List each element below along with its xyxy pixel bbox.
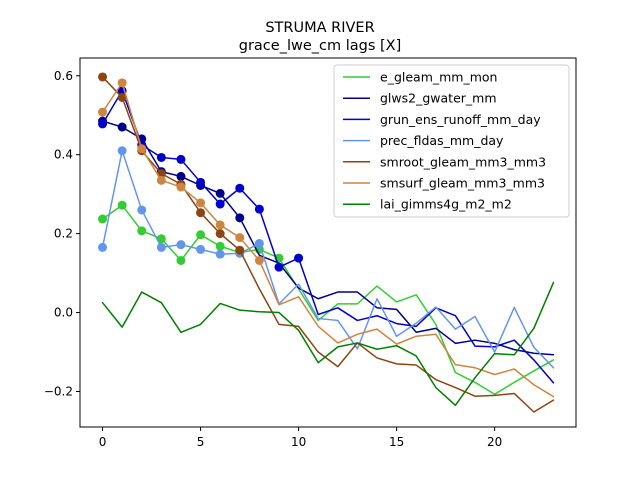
- legend-label-grun_ens_runoff_mm_day: grun_ens_runoff_mm_day: [380, 112, 541, 127]
- data-point-smroot_gleam_mm3_mm3: [215, 229, 225, 239]
- plot-frame: [79, 57, 577, 428]
- data-point-grun_ens_runoff_mm_day: [156, 152, 166, 162]
- data-point-prec_fldas_mm_day: [117, 146, 127, 156]
- legend-label-smsurf_gleam_mm3_mm3: smsurf_gleam_mm3_mm3: [380, 176, 545, 191]
- data-point-grun_ens_runoff_mm_day: [215, 199, 225, 209]
- data-point-prec_fldas_mm_day: [137, 205, 147, 215]
- data-point-prec_fldas_mm_day: [215, 249, 225, 259]
- y-tick-label: −0.2: [44, 384, 73, 398]
- x-tick-label: 0: [99, 435, 107, 449]
- data-point-smsurf_gleam_mm3_mm3: [176, 182, 186, 192]
- data-point-e_gleam_mm_mon: [215, 241, 225, 251]
- legend-label-e_gleam_mm_mon: e_gleam_mm_mon: [380, 70, 497, 85]
- data-point-glws2_gwater_mm: [176, 171, 186, 181]
- y-tick-label: 0.2: [54, 227, 73, 241]
- data-point-prec_fldas_mm_day: [156, 242, 166, 252]
- chart-subtitle: grace_lwe_cm lags [X]: [239, 38, 402, 54]
- data-point-glws2_gwater_mm: [235, 213, 245, 223]
- data-point-e_gleam_mm_mon: [137, 226, 147, 236]
- legend-label-smroot_gleam_mm3_mm3: smroot_gleam_mm3_mm3: [380, 154, 546, 169]
- x-tick-label: 20: [487, 435, 502, 449]
- data-point-e_gleam_mm_mon: [117, 200, 127, 210]
- data-point-prec_fldas_mm_day: [196, 244, 206, 254]
- axes: 0 5 10 15 20 −0.2 0.0 0.2 0.4 0.6: [44, 69, 502, 449]
- y-tick-label: 0.6: [54, 69, 73, 83]
- data-point-smsurf_gleam_mm3_mm3: [235, 233, 245, 243]
- data-point-glws2_gwater_mm: [215, 188, 225, 198]
- data-point-smroot_gleam_mm3_mm3: [98, 72, 108, 82]
- series-line-lai_gimms4g_m2_m2: [101, 281, 555, 407]
- data-point-prec_fldas_mm_day: [98, 242, 108, 252]
- data-point-grun_ens_runoff_mm_day: [274, 262, 284, 272]
- data-point-grun_ens_runoff_mm_day: [98, 119, 108, 129]
- data-point-e_gleam_mm_mon: [176, 255, 186, 265]
- data-point-smsurf_gleam_mm3_mm3: [98, 107, 108, 117]
- data-point-smsurf_gleam_mm3_mm3: [196, 198, 206, 208]
- legend-label-prec_fldas_mm_day: prec_fldas_mm_day: [380, 133, 504, 148]
- data-point-smroot_gleam_mm3_mm3: [196, 208, 206, 218]
- legend-label-lai_gimms4g_m2_m2: lai_gimms4g_m2_m2: [380, 197, 512, 212]
- data-point-grun_ens_runoff_mm_day: [176, 154, 186, 164]
- x-tick-label: 15: [389, 435, 404, 449]
- legend: e_gleam_mm_mon glws2_gwater_mm grun_ens_ru…: [333, 64, 570, 218]
- data-point-e_gleam_mm_mon: [196, 230, 206, 240]
- data-point-smsurf_gleam_mm3_mm3: [254, 255, 264, 265]
- data-point-e_gleam_mm_mon: [98, 214, 108, 224]
- data-point-smroot_gleam_mm3_mm3: [235, 245, 245, 255]
- y-tick-label: 0.0: [54, 306, 73, 320]
- data-point-smroot_gleam_mm3_mm3: [117, 92, 127, 102]
- data-point-grun_ens_runoff_mm_day: [254, 204, 264, 214]
- data-point-prec_fldas_mm_day: [254, 238, 264, 248]
- data-point-glws2_gwater_mm: [117, 122, 127, 132]
- data-point-grun_ens_runoff_mm_day: [235, 183, 245, 193]
- legend-box: [333, 64, 570, 218]
- chart-title: STRUMA RIVER: [265, 20, 374, 36]
- x-tick-label: 5: [197, 435, 205, 449]
- series-line-e_gleam_mm_mon: [101, 204, 555, 395]
- data-point-smsurf_gleam_mm3_mm3: [117, 78, 127, 88]
- data-point-smsurf_gleam_mm3_mm3: [137, 144, 147, 154]
- data-point-prec_fldas_mm_day: [176, 240, 186, 250]
- y-tick-label: 0.4: [54, 148, 73, 162]
- data-point-e_gleam_mm_mon: [156, 234, 166, 244]
- data-point-grun_ens_runoff_mm_day: [196, 177, 206, 187]
- data-point-grun_ens_runoff_mm_day: [294, 253, 304, 263]
- data-point-smsurf_gleam_mm3_mm3: [156, 175, 166, 185]
- plot-area: [98, 72, 555, 413]
- data-point-smsurf_gleam_mm3_mm3: [215, 220, 225, 230]
- x-tick-label: 10: [291, 435, 306, 449]
- legend-label-glws2_gwater_mm: glws2_gwater_mm: [380, 91, 497, 106]
